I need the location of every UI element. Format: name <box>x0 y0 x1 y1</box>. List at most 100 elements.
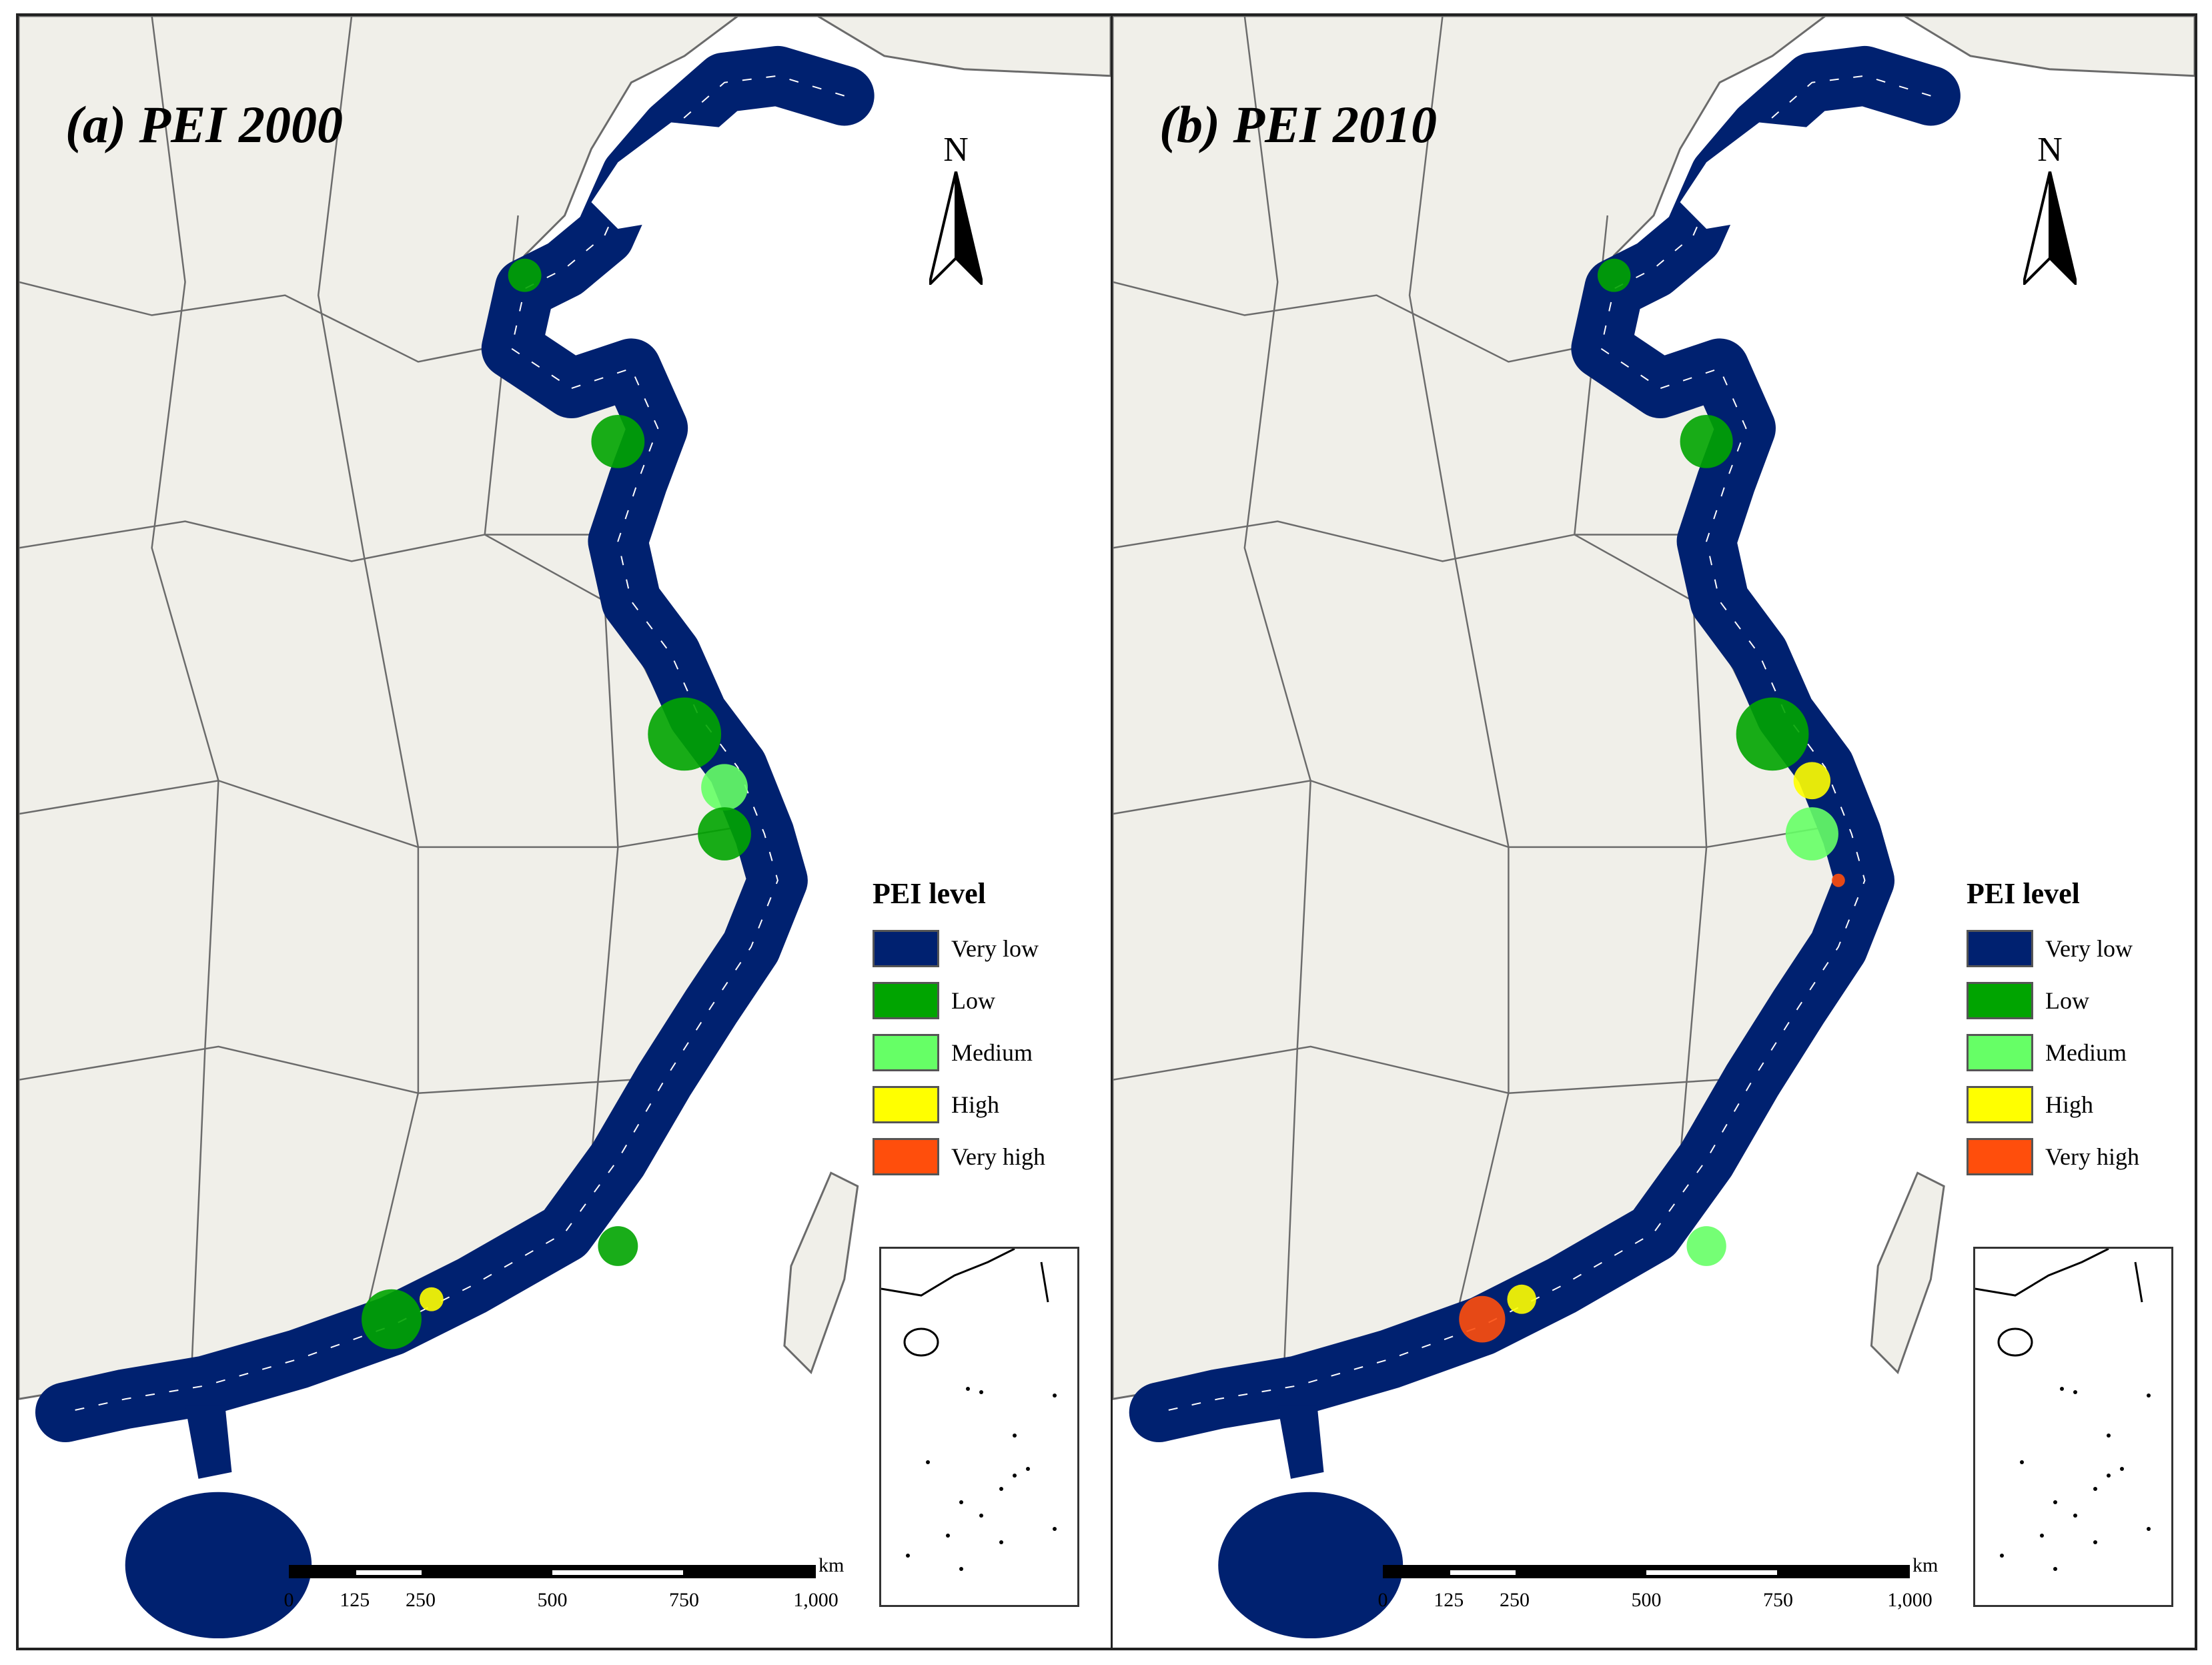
legend-swatch <box>1967 982 2033 1019</box>
inset-island <box>2120 1467 2124 1471</box>
inset-island <box>1026 1467 1030 1471</box>
inset-island <box>1053 1527 1057 1531</box>
inset-map-south-china-sea <box>879 1247 1079 1607</box>
legend-label: Very low <box>2045 935 2133 962</box>
legend-swatch <box>1967 1086 2033 1123</box>
province-boundary <box>1113 281 1575 363</box>
legend-item: Low <box>1967 975 2187 1027</box>
scale-unit: km <box>818 1554 845 1576</box>
scale-tick-label: 500 <box>1631 1589 1662 1611</box>
legend-item: Very low <box>1967 923 2187 975</box>
inset-map-south-china-sea <box>1973 1247 2173 1607</box>
scale-segment <box>1646 1570 1777 1575</box>
pei-cluster <box>1597 258 1631 292</box>
inset-island <box>979 1514 983 1518</box>
scale-tick-label: 0 <box>1377 1589 1388 1611</box>
inset-island <box>2053 1500 2057 1504</box>
pei-cluster <box>1793 762 1831 800</box>
inset-island <box>906 1554 910 1558</box>
legend-label: Medium <box>951 1039 1033 1066</box>
inset-island <box>959 1500 963 1504</box>
inset-island <box>2073 1514 2077 1518</box>
bohai-sea <box>591 122 751 229</box>
legend-swatch <box>873 1138 939 1175</box>
pei-cluster <box>648 697 722 771</box>
legend-swatch <box>1967 930 2033 967</box>
inset-island <box>2040 1534 2044 1538</box>
scale-bar-strip <box>289 1565 816 1578</box>
pei-cluster <box>701 764 748 811</box>
legend-swatch <box>873 1034 939 1071</box>
north-arrow-icon <box>2023 171 2077 285</box>
inset-island <box>2107 1474 2111 1478</box>
legend-swatch <box>1967 1138 2033 1175</box>
legend-swatch <box>1967 1034 2033 1071</box>
pei-cluster <box>1686 1226 1726 1266</box>
legend-title: PEI level <box>1967 877 2080 910</box>
legend-label: Very high <box>951 1143 1045 1170</box>
taiwan <box>783 1171 859 1375</box>
province-boundary <box>1113 520 1680 562</box>
scale-bar-strip <box>1383 1565 1910 1578</box>
legend-swatch <box>873 982 939 1019</box>
pei-cluster <box>362 1289 422 1349</box>
panel-title: (a) PEI 2000 <box>65 95 343 153</box>
inset-island <box>1053 1394 1057 1398</box>
scale-bar: km 0 125 250 500 750 1,000 <box>1363 1550 1950 1630</box>
panel-title: (b) PEI 2010 <box>1159 95 1437 153</box>
scale-tick-label: 125 <box>340 1589 370 1611</box>
legend-label: Very high <box>2045 1143 2139 1170</box>
coastal-pei-band <box>35 45 875 1443</box>
legend-title: PEI level <box>873 877 986 910</box>
province-boundary <box>19 1045 632 1094</box>
north-arrow: N <box>923 133 989 286</box>
legend-label: Medium <box>2045 1039 2127 1066</box>
legend-item: Very low <box>873 923 1093 975</box>
legend: PEI level Very low Low Medium High Very high <box>1967 877 2187 1183</box>
inset-island <box>2060 1387 2064 1391</box>
inset-island <box>979 1390 983 1394</box>
pei-cluster <box>508 258 542 292</box>
legend-items: Very low Low Medium High Very high <box>1967 923 2187 1183</box>
legend-label: High <box>2045 1091 2093 1118</box>
north-label: N <box>2037 131 2063 169</box>
pei-cluster <box>591 415 645 468</box>
scale-unit: km <box>1912 1554 1939 1576</box>
inset-hainan <box>1997 1327 2033 1357</box>
province-boundary <box>317 16 420 1319</box>
inset-island <box>926 1460 930 1464</box>
pei-cluster <box>1507 1284 1536 1314</box>
leizhou-peninsula <box>185 1406 232 1479</box>
inset-island <box>946 1534 950 1538</box>
panel-a: (a) PEI 2000 N PEI level Very low Low Medi… <box>19 16 1113 1648</box>
province-boundary <box>19 520 592 562</box>
legend-swatch <box>873 1086 939 1123</box>
inset-island <box>2093 1540 2097 1544</box>
legend-item: Very high <box>873 1131 1093 1183</box>
inset-taiwan <box>2134 1261 2143 1303</box>
legend-label: Very low <box>951 935 1039 962</box>
province-boundary <box>19 281 485 363</box>
inset-island <box>2147 1527 2151 1531</box>
province-boundary <box>1408 16 1510 1319</box>
scale-tick-label: 750 <box>669 1589 699 1611</box>
legend-item: High <box>873 1079 1093 1131</box>
north-arrow-icon <box>929 171 983 285</box>
pei-cluster <box>1680 415 1733 468</box>
inset-island <box>999 1540 1003 1544</box>
inset-island <box>2073 1390 2077 1394</box>
scale-tick-label: 1,000 <box>1887 1589 1932 1611</box>
pei-cluster <box>1736 697 1809 771</box>
legend-item: Low <box>873 975 1093 1027</box>
legend-item: High <box>1967 1079 2187 1131</box>
legend-item: Medium <box>1967 1027 2187 1079</box>
scale-tick-label: 125 <box>1434 1589 1464 1611</box>
map-a <box>19 16 1111 1648</box>
north-arrow: N <box>2017 133 2083 286</box>
scale-tick-label: 250 <box>406 1589 436 1611</box>
legend-item: Medium <box>873 1027 1093 1079</box>
scale-tick-label: 750 <box>1763 1589 1793 1611</box>
inset-outline <box>881 1247 1057 1571</box>
legend: PEI level Very low Low Medium High Very high <box>873 877 1093 1183</box>
scale-tick-label: 1,000 <box>793 1589 839 1611</box>
